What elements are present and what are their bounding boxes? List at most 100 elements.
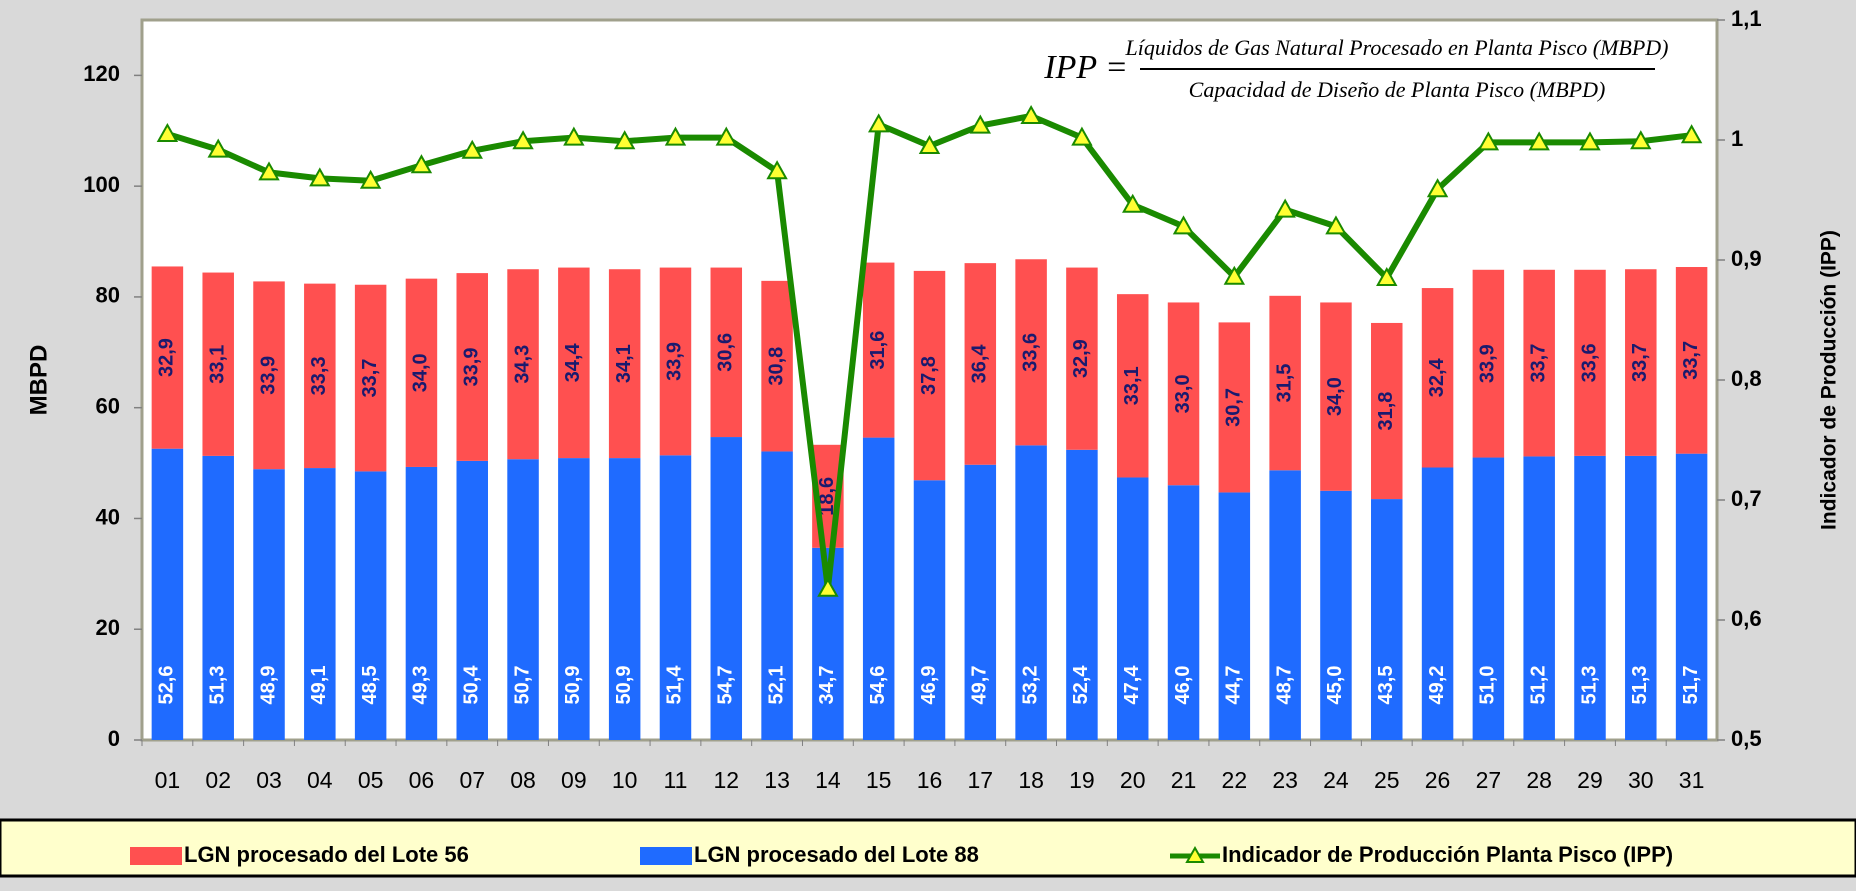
data-label: 51,0 <box>1477 666 1499 705</box>
ipp-marker <box>1274 198 1296 218</box>
bar-segment <box>558 458 590 740</box>
x-tick-label: 13 <box>764 767 790 793</box>
ipp-marker <box>207 138 229 158</box>
x-tick-label: 10 <box>612 767 638 793</box>
x-tick-label: 04 <box>307 767 333 793</box>
ipp-marker <box>715 126 737 146</box>
x-tick-label: 24 <box>1323 767 1349 793</box>
data-label: 33,9 <box>257 356 279 395</box>
data-label: 46,9 <box>918 666 940 705</box>
data-label: 32,4 <box>1426 357 1448 397</box>
ipp-marker <box>1630 130 1652 150</box>
y-tick-label: 0 <box>108 726 120 751</box>
bar-segment <box>1218 322 1251 493</box>
data-label: 36,4 <box>969 344 991 384</box>
data-label: 30,6 <box>715 333 737 372</box>
y2-tick-label: 0,6 <box>1731 606 1762 631</box>
x-tick-label: 28 <box>1526 767 1552 793</box>
legend-label: LGN procesado del Lote 88 <box>694 842 979 867</box>
y-tick-label: 100 <box>83 172 120 197</box>
bar-segment <box>913 270 946 481</box>
ipp-marker <box>1223 265 1246 285</box>
ipp-marker <box>359 169 382 189</box>
legend-box <box>0 818 1856 878</box>
ipp-marker <box>817 577 839 597</box>
x-tick-label: 29 <box>1577 767 1603 793</box>
formula-denominator: Capacidad de Diseño de Planta Pisco (MBP… <box>1189 77 1606 102</box>
data-label: 33,1 <box>206 345 228 384</box>
bar-segment <box>304 468 336 740</box>
data-label: 53,2 <box>1019 666 1041 705</box>
data-label: 52,4 <box>1070 665 1092 705</box>
data-label: 34,3 <box>511 345 533 384</box>
ipp-marker <box>1528 131 1550 151</box>
data-label: 51,2 <box>1527 666 1549 705</box>
data-label: 34,4 <box>562 342 584 382</box>
data-label: 30,8 <box>765 347 787 386</box>
data-label: 50,7 <box>511 666 533 705</box>
data-label: 33,0 <box>1172 374 1194 413</box>
data-label: 31,8 <box>1375 392 1397 431</box>
ipp-marker <box>613 130 636 150</box>
bar-segment <box>862 437 895 740</box>
x-tick-label: 02 <box>205 767 231 793</box>
bar-segment <box>1269 470 1301 740</box>
data-label: 33,7 <box>1680 341 1702 380</box>
data-label: 34,1 <box>613 344 635 383</box>
bar-segment <box>710 267 743 438</box>
bar-segment <box>405 466 438 740</box>
legend-label: LGN procesado del Lote 56 <box>184 842 469 867</box>
x-tick-label: 14 <box>815 767 841 793</box>
y2-tick-label: 1 <box>1731 126 1743 151</box>
x-tick-label: 25 <box>1374 767 1400 793</box>
data-label: 33,7 <box>359 359 381 398</box>
bar-segment <box>1116 477 1149 740</box>
data-label: 33,6 <box>1578 343 1600 382</box>
ipp-marker <box>1325 215 1347 235</box>
bar-segment <box>456 273 488 461</box>
data-label: 52,1 <box>765 666 787 705</box>
y2-tick-label: 0,9 <box>1731 246 1762 271</box>
ipp-marker <box>156 122 179 142</box>
bar-segment <box>862 262 895 438</box>
data-label: 33,1 <box>1121 366 1143 405</box>
data-label: 51,7 <box>1680 666 1702 705</box>
y-tick-label: 120 <box>83 61 120 86</box>
bar-segment <box>608 458 641 740</box>
data-label: 54,6 <box>867 666 889 705</box>
ipp-marker <box>309 167 331 187</box>
data-label: 33,9 <box>1477 344 1499 383</box>
formula-lhs: IPP = <box>1043 49 1128 86</box>
bar-segment <box>1421 288 1454 468</box>
data-label: 33,9 <box>664 342 686 381</box>
bar-segment <box>964 263 997 465</box>
bar-segment <box>608 269 641 459</box>
bar-segment <box>1675 453 1708 740</box>
ipp-marker <box>1579 131 1601 151</box>
bar-segment <box>1167 485 1200 740</box>
data-label: 34,0 <box>1324 377 1346 416</box>
bar-segment <box>151 266 184 449</box>
x-tick-label: 26 <box>1425 767 1451 793</box>
ipp-marker <box>512 130 534 150</box>
bar-segment <box>253 281 285 470</box>
y2-tick-label: 0,5 <box>1731 726 1762 751</box>
bar-segment <box>761 451 793 740</box>
legend-swatch <box>130 847 182 865</box>
data-label: 52,6 <box>156 666 178 705</box>
data-label: 45,0 <box>1324 666 1346 705</box>
ipp-marker <box>563 126 585 146</box>
x-tick-label: 15 <box>866 767 892 793</box>
bar-segment <box>1066 449 1098 740</box>
x-tick-label: 07 <box>459 767 485 793</box>
bar-segment <box>1015 445 1047 740</box>
x-tick-label: 20 <box>1120 767 1146 793</box>
data-label: 51,3 <box>206 666 228 705</box>
bar-segment <box>1574 455 1606 740</box>
data-label: 44,7 <box>1223 666 1245 705</box>
ipp-marker <box>1477 131 1500 151</box>
bar-segment <box>1167 302 1200 486</box>
x-tick-label: 17 <box>968 767 994 793</box>
bar-segment <box>405 278 438 467</box>
bar-segment <box>964 464 997 740</box>
